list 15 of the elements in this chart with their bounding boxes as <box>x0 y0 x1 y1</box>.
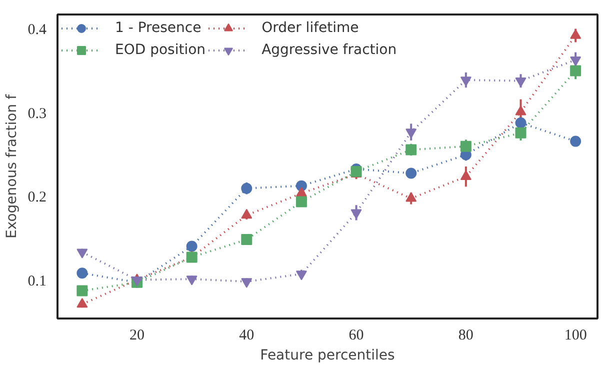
x-axis-title: Feature percentiles <box>260 348 395 364</box>
x-tick-label: 40 <box>239 328 254 344</box>
x-tick-label: 100 <box>564 328 587 344</box>
legend-label: 1 - Presence <box>115 20 202 36</box>
x-tick-label: 60 <box>348 328 364 344</box>
legend-label: EOD position <box>115 42 206 58</box>
y-tick-label: 0.2 <box>28 190 46 206</box>
y-tick-label: 0.1 <box>28 274 46 290</box>
x-tick-label: 80 <box>458 328 474 344</box>
y-tick-label: 0.3 <box>28 106 46 122</box>
y-axis-title: Exogenous fraction f <box>4 93 20 238</box>
legend-label: Order lifetime <box>262 20 359 36</box>
y-tick-label: 0.4 <box>28 22 47 38</box>
legend-label: Aggressive fraction <box>262 42 397 58</box>
x-tick-label: 20 <box>129 328 144 344</box>
